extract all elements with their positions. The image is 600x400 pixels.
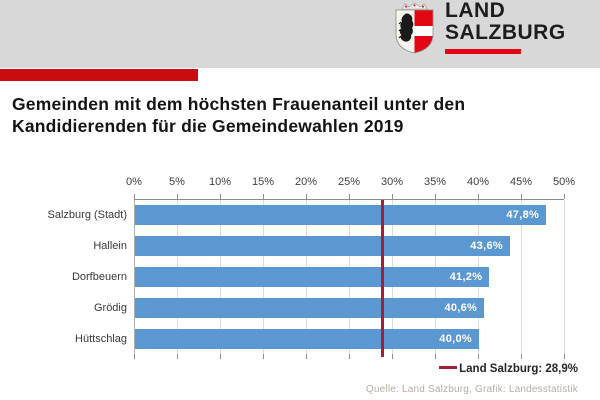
axis-tick (177, 194, 178, 199)
axis-tick (392, 354, 393, 359)
axis-tick (478, 354, 479, 359)
x-tick-label: 20% (294, 176, 318, 188)
x-tick-label: 5% (169, 176, 185, 188)
header-band: LAND SALZBURG (0, 0, 600, 68)
bar-value-label: 43,6% (470, 240, 503, 252)
logo-line1: LAND (445, 0, 506, 22)
source-note: Quelle: Land Salzburg, Grafik: Landessta… (365, 384, 578, 395)
axis-tick (220, 194, 221, 199)
axis-tick (564, 194, 565, 199)
logo-red-underline (445, 49, 521, 54)
bar: 41,2% (135, 267, 490, 287)
gridline (521, 200, 522, 354)
bar-row: Salzburg (Stadt) 47,8% (48, 205, 564, 225)
reference-legend: Land Salzburg: 28,9% (439, 363, 578, 375)
x-tick-label: 45% (509, 176, 533, 188)
bar: 40,0% (135, 329, 479, 349)
bar: 40,6% (135, 298, 485, 318)
axis-tick (306, 354, 307, 359)
axis-tick (435, 354, 436, 359)
chart-title: Gemeinden mit dem höchsten Frauenanteil … (12, 93, 587, 137)
axis-tick (521, 194, 522, 199)
category-label: Salzburg (Stadt) (47, 209, 127, 221)
axis-tick (220, 354, 221, 359)
x-tick-label: 40% (466, 176, 490, 188)
axis-tick (564, 354, 565, 359)
axis-tick (478, 194, 479, 199)
axis-tick (263, 194, 264, 199)
red-accent-bar (0, 69, 198, 81)
reference-line (381, 200, 385, 357)
gridline (564, 200, 565, 354)
axis-tick (134, 194, 135, 199)
bar-value-label: 40,0% (439, 333, 472, 345)
axis-tick (349, 194, 350, 199)
land-salzburg-logo: LAND SALZBURG (393, 0, 566, 54)
gridline (134, 200, 135, 354)
bar-row: Grödig 40,6% (94, 298, 564, 318)
category-label: Dorfbeuern (71, 271, 127, 283)
bar: 47,8% (135, 205, 547, 225)
axis-tick (177, 354, 178, 359)
bar-value-label: 47,8% (506, 209, 540, 221)
category-label: Hallein (93, 240, 127, 252)
chart-title-line1: Gemeinden mit dem höchsten Frauenanteil … (12, 94, 466, 114)
x-tick-label: 25% (337, 176, 361, 188)
axis-tick (263, 354, 264, 359)
x-tick-label: 30% (380, 176, 404, 188)
axis-tick (349, 354, 350, 359)
category-label: Hüttschlag (75, 333, 127, 345)
bar-chart-plot: Salzburg (Stadt) 47,8% Hallein 43,6% Dorfbeu… (48, 194, 565, 359)
x-tick-label: 0% (126, 176, 142, 188)
reference-legend-label: Land Salzburg: 28,9% (459, 363, 578, 375)
salzburg-coat-of-arms-icon (395, 2, 434, 54)
bar: 43,6% (135, 236, 510, 256)
bar-value-label: 40,6% (444, 302, 478, 314)
x-tick-label: 10% (208, 176, 232, 188)
category-label: Grödig (93, 302, 127, 314)
x-axis: 0% 5% 10% 15% 20% 25% 30% 35% 40% 45% 50% (126, 176, 575, 190)
bar-row: Hallein 43,6% (93, 236, 564, 256)
axis-tick (306, 194, 307, 199)
chart-title-line2: Kandidierenden für die Gemeindewahlen 20… (12, 116, 404, 136)
axis-tick (521, 354, 522, 359)
x-tick-label: 35% (423, 176, 447, 188)
logo-wordmark: LAND SALZBURG (445, 0, 566, 54)
x-tick-label: 15% (251, 176, 275, 188)
x-tick-label: 50% (552, 176, 576, 188)
axis-tick (392, 194, 393, 199)
logo-line2: SALZBURG (445, 21, 566, 44)
lion-glyph (398, 13, 414, 42)
axis-tick (435, 194, 436, 199)
bar-row: Hüttschlag 40,0% (75, 329, 564, 349)
bar-row: Dorfbeuern 41,2% (72, 267, 564, 287)
axis-tick (134, 354, 135, 359)
bar-value-label: 41,2% (449, 271, 483, 283)
reference-line-swatch (439, 366, 458, 370)
